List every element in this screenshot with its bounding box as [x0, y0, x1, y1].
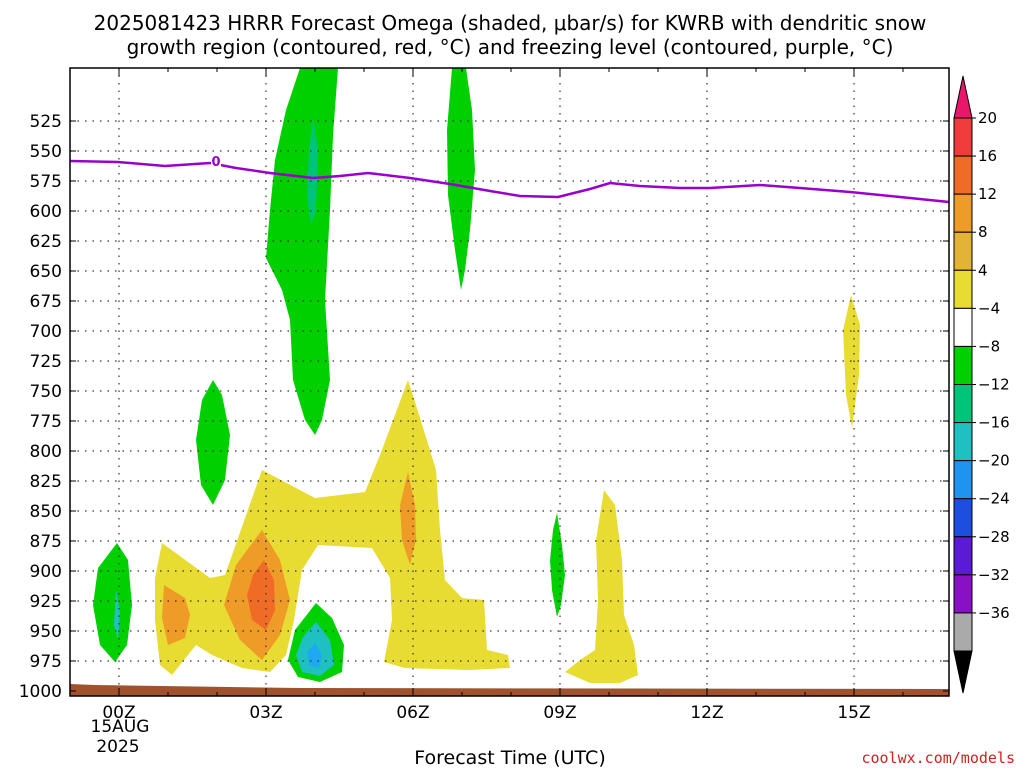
colorbar-label: 20	[978, 109, 997, 127]
y-tick-label: 1000	[19, 682, 62, 702]
omega-region-green-03z	[266, 68, 338, 435]
x-tick-label: 00Z	[102, 703, 135, 723]
x-tick-label: 15Z	[837, 703, 870, 723]
colorbar-segment	[953, 117, 973, 157]
colorbar-segment	[953, 422, 973, 462]
y-tick-label: 750	[30, 382, 62, 402]
colorbar-segment	[953, 231, 973, 271]
y-tick-label: 650	[30, 262, 62, 282]
freezing-level-label-bg	[211, 154, 221, 168]
y-tick-label: 975	[30, 652, 62, 672]
y-tick-label: 725	[30, 352, 62, 372]
omega-region-yellow-15z	[843, 295, 860, 428]
omega-region-gold-06z	[400, 472, 416, 565]
omega-region-green-00z	[93, 543, 132, 662]
x-date-line1: 15AUG	[91, 717, 150, 737]
y-tick-label: 800	[30, 442, 62, 462]
y-tick-label: 850	[30, 502, 62, 522]
y-tick-label: 950	[30, 622, 62, 642]
colorbar-segment	[953, 155, 973, 195]
x-axis-label: Forecast Time (UTC)	[414, 747, 605, 768]
colorbar-label: −20	[978, 452, 1010, 470]
colorbar-label: −24	[978, 490, 1010, 508]
omega-region-teal-03z	[307, 118, 318, 225]
colorbar-segment	[953, 574, 973, 614]
colorbar-segment	[953, 612, 973, 652]
x-tick-label: 09Z	[543, 703, 576, 723]
y-tick-label: 875	[30, 532, 62, 552]
colorbar-bottom-arrow	[953, 650, 973, 694]
omega-region-teal-00z	[114, 590, 120, 640]
colorbar-segment	[953, 307, 973, 347]
freezing-level-contour	[69, 159, 950, 204]
omega-region-green-07z	[447, 68, 475, 290]
x-tick-label: 12Z	[690, 703, 723, 723]
colorbar-segment	[953, 269, 973, 309]
colorbar-label: 12	[978, 185, 997, 203]
colorbar-label: −36	[978, 604, 1010, 622]
freezing-level-label: 0	[211, 155, 220, 170]
y-tick-label: 925	[30, 592, 62, 612]
colorbar-label: −8	[978, 337, 1000, 355]
colorbar-label: 4	[978, 261, 988, 279]
credit-text: coolwx.com/models	[861, 749, 1015, 767]
plot-border	[69, 67, 950, 697]
chart-title-line2: growth region (contoured, red, °C) and f…	[127, 35, 894, 59]
chart-title-line1: 2025081423 HRRR Forecast Omega (shaded, …	[94, 11, 927, 35]
y-tick-label: 900	[30, 562, 62, 582]
y-tick-label: 550	[30, 142, 62, 162]
colorbar-segment	[953, 384, 973, 424]
omega-region-gold-01z	[162, 585, 190, 645]
terrain-band	[70, 684, 949, 696]
y-tick-label: 700	[30, 322, 62, 342]
colorbar-label: −4	[978, 299, 1000, 317]
colorbar-label: 16	[978, 147, 997, 165]
colorbar-segment	[953, 536, 973, 576]
omega-region-yellow-10z	[565, 490, 638, 683]
colorbar-label: −32	[978, 566, 1010, 584]
y-tick-label: 775	[30, 412, 62, 432]
y-axis: 525 550 575 600 625 650 675 700 725 750 775 800 825 8…	[19, 112, 949, 702]
colorbar-segment	[953, 460, 973, 500]
colorbar-segment	[953, 345, 973, 385]
y-tick-label: 525	[30, 112, 62, 132]
x-axis: 00Z 03Z 06Z 09Z 12Z 15Z	[102, 68, 904, 723]
y-tick-label: 625	[30, 232, 62, 252]
y-tick-label: 825	[30, 472, 62, 492]
colorbar-label: 8	[978, 223, 988, 241]
y-tick-label: 675	[30, 292, 62, 312]
y-tick-label: 575	[30, 172, 62, 192]
x-date-line2: 2025	[96, 737, 139, 757]
omega-region-blue-04z	[307, 643, 322, 668]
colorbar-label: −12	[978, 376, 1010, 394]
omega-region-green-02z	[196, 380, 230, 505]
colorbar-segment	[953, 498, 973, 538]
omega-region-orange-03z	[247, 560, 275, 630]
colorbar-top-arrow	[953, 75, 973, 119]
colorbar: 20 16 12 8 4 −4 −8 −12 −16 −20 −24 −28 −32 −36	[953, 75, 1010, 694]
omega-region-green-09z	[550, 513, 565, 617]
x-tick-label: 06Z	[396, 703, 429, 723]
x-tick-label: 03Z	[249, 703, 282, 723]
y-tick-label: 600	[30, 202, 62, 222]
colorbar-label: −16	[978, 414, 1010, 432]
colorbar-label: −28	[978, 528, 1010, 546]
colorbar-segment	[953, 193, 973, 233]
